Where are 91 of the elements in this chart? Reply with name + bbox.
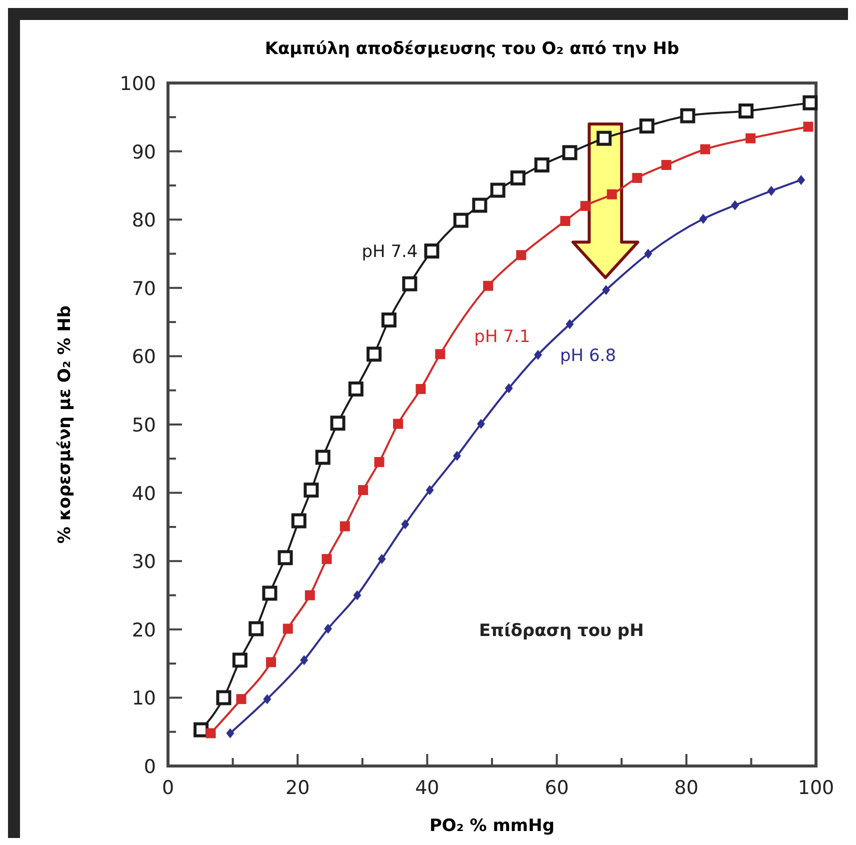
point [266,657,276,668]
point [453,212,468,228]
point [262,586,278,601]
y-tick-label: 0 [144,756,156,778]
x-axis-title: PO₂ % mmHg [429,816,555,836]
point [490,182,506,198]
point [324,624,332,634]
point [602,284,610,295]
y-tick-label: 80 [132,210,156,232]
point [661,160,672,170]
x-tick-label: 0 [162,777,174,799]
point [291,513,306,528]
point [504,383,513,394]
point [424,244,440,259]
point [644,248,652,259]
point [476,418,485,429]
point [534,350,542,360]
y-tick-label: 70 [132,278,156,300]
point [746,133,756,144]
point [263,694,272,704]
point [510,170,526,186]
point [304,590,315,600]
annotation: Επίδραση του pH [479,621,644,642]
point [300,655,308,666]
point [381,312,396,328]
point [797,174,806,185]
point [340,521,350,532]
point [226,728,234,738]
point [596,130,612,146]
series-label: pH 7.1 [474,327,530,348]
point [606,189,617,200]
point [216,690,232,706]
point [472,198,488,213]
point [236,694,246,704]
point [330,416,346,431]
x-tick-label: 20 [286,777,310,799]
series-label: pH 7.4 [362,242,418,262]
point [562,145,578,160]
series-label: pH 6.8 [560,346,616,366]
y-tick-label: 20 [132,619,156,642]
point [580,200,590,211]
point [401,519,410,530]
x-tick-label: 60 [544,777,569,799]
y-tick-label: 60 [132,346,156,368]
point [802,95,818,110]
y-tick-label: 90 [132,141,156,164]
x-tick-label: 80 [674,777,698,799]
y-tick-label: 50 [132,414,156,436]
y-tick-label: 10 [132,688,156,710]
point [426,485,434,496]
point [483,280,494,291]
point [232,652,248,668]
point [374,457,384,468]
point [278,550,293,566]
point [453,450,462,461]
point [680,108,696,124]
point [366,346,382,362]
point [282,624,293,634]
point [700,144,710,154]
point [516,250,526,260]
point [393,418,404,429]
point [731,200,739,210]
point [566,319,574,330]
point [378,554,386,564]
point [803,122,814,132]
point [416,384,426,394]
point [632,172,642,183]
point [699,214,708,224]
point [560,216,570,226]
point [304,482,319,498]
y-tick-label: 30 [132,551,156,574]
point [194,722,209,738]
y-tick-label: 100 [120,73,156,95]
point [738,104,754,119]
point [767,186,776,196]
point [206,728,216,738]
y-tick-label: 40 [132,482,156,505]
chart-title: Καμπύλη αποδέσμευσης του O₂ από την Hb [264,39,680,59]
y-axis-title: % κορεσμένη με O₂ % Hb [55,305,75,544]
point [358,485,368,496]
point [353,590,362,600]
x-tick-label: 40 [415,777,440,799]
point [534,157,550,172]
point [315,450,330,465]
point [639,118,654,134]
point [348,381,364,396]
point [402,276,418,292]
point [248,621,264,636]
point [435,349,446,360]
point [322,554,332,564]
x-tick-label: 100 [798,777,834,799]
